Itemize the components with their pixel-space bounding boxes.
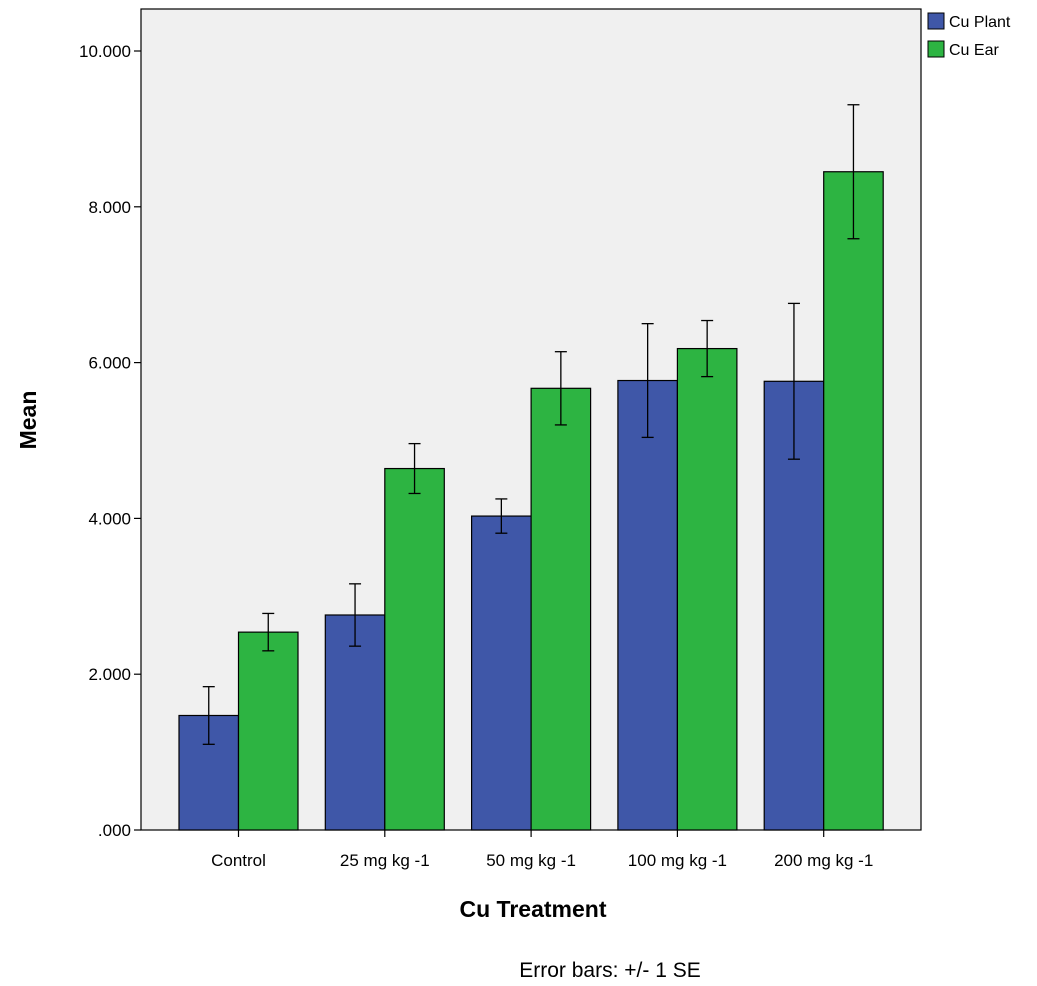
legend-label-cu-plant: Cu Plant: [949, 14, 1011, 31]
y-axis: .000 2.000 4.000 6.000 8.000 10.000: [79, 42, 141, 840]
x-axis-title: Cu Treatment: [460, 896, 607, 922]
bar-cu-plant-50-mg-kg-1: [471, 515, 532, 831]
x-tick-label: Control: [211, 851, 266, 870]
bar-cu-ear-control: [237, 631, 299, 831]
y-axis-title: Mean: [15, 391, 41, 450]
y-tick-label: 8.000: [88, 198, 131, 217]
legend-swatch-cu-ear: [927, 40, 945, 58]
bars-layer: [178, 171, 884, 831]
y-tick-label: 4.000: [88, 509, 131, 528]
x-tick-label: 100 mg kg -1: [628, 851, 727, 870]
x-tick-label: 50 mg kg -1: [486, 851, 576, 870]
x-axis: Control 25 mg kg -1 50 mg kg -1 100 mg kg -…: [211, 830, 873, 870]
bar-cu-ear-100-mg-kg-1: [676, 347, 738, 831]
x-tick-label: 200 mg kg -1: [774, 851, 873, 870]
error-bars-layer: [202, 104, 860, 745]
bar-cu-ear-25-mg-kg-1: [384, 467, 445, 831]
legend-swatch-cu-plant: [927, 12, 945, 30]
y-tick-label: 6.000: [88, 354, 131, 373]
bar-cu-ear-200-mg-kg-1: [823, 171, 884, 831]
x-tick-label: 25 mg kg -1: [340, 851, 430, 870]
legend-label-cu-ear: Cu Ear: [949, 42, 999, 59]
y-tick-label: 2.000: [88, 665, 131, 684]
y-tick-label: .000: [98, 821, 131, 840]
bar-cu-ear-50-mg-kg-1: [530, 387, 592, 831]
error-bar-footnote: Error bars: +/- 1 SE: [519, 959, 700, 981]
y-tick-label: 10.000: [79, 42, 131, 61]
legend: Cu Plant Cu Ear: [927, 12, 1011, 59]
bar-cu-plant-25-mg-kg-1: [324, 614, 386, 831]
bar-cu-plant-100-mg-kg-1: [617, 379, 679, 831]
